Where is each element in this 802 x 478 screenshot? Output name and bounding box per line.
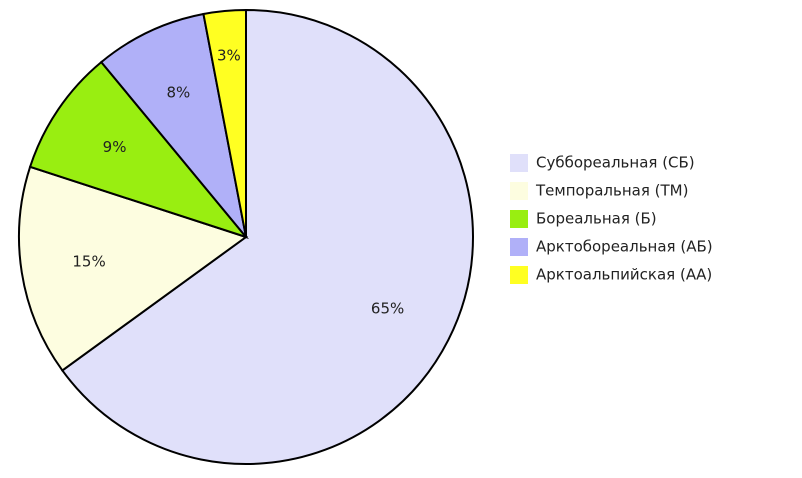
legend-swatch	[510, 238, 528, 256]
data-label: 15%	[72, 252, 105, 270]
pie-slice	[202, 8, 247, 238]
pie-slice	[28, 60, 249, 240]
data-label: 3%	[217, 47, 241, 65]
legend-swatch	[510, 266, 528, 284]
data-label: 9%	[103, 138, 127, 156]
legend-swatch	[510, 210, 528, 228]
legend-label: Темпоральная (ТМ)	[535, 182, 688, 200]
legend-label: Суббореальная (СБ)	[536, 154, 695, 172]
data-label: 65%	[371, 300, 404, 318]
legend-label: Бореальная (Б)	[536, 210, 657, 228]
pie-slice	[60, 8, 474, 465]
legend-swatch	[510, 182, 528, 200]
legend-swatch	[510, 154, 528, 172]
data-label: 8%	[166, 84, 190, 102]
pie-slice	[99, 12, 247, 238]
legend-label: Арктобореальная (АБ)	[536, 238, 713, 256]
legend-label: Арктоальпийская (АА)	[536, 266, 712, 284]
pie-slice	[18, 165, 249, 372]
